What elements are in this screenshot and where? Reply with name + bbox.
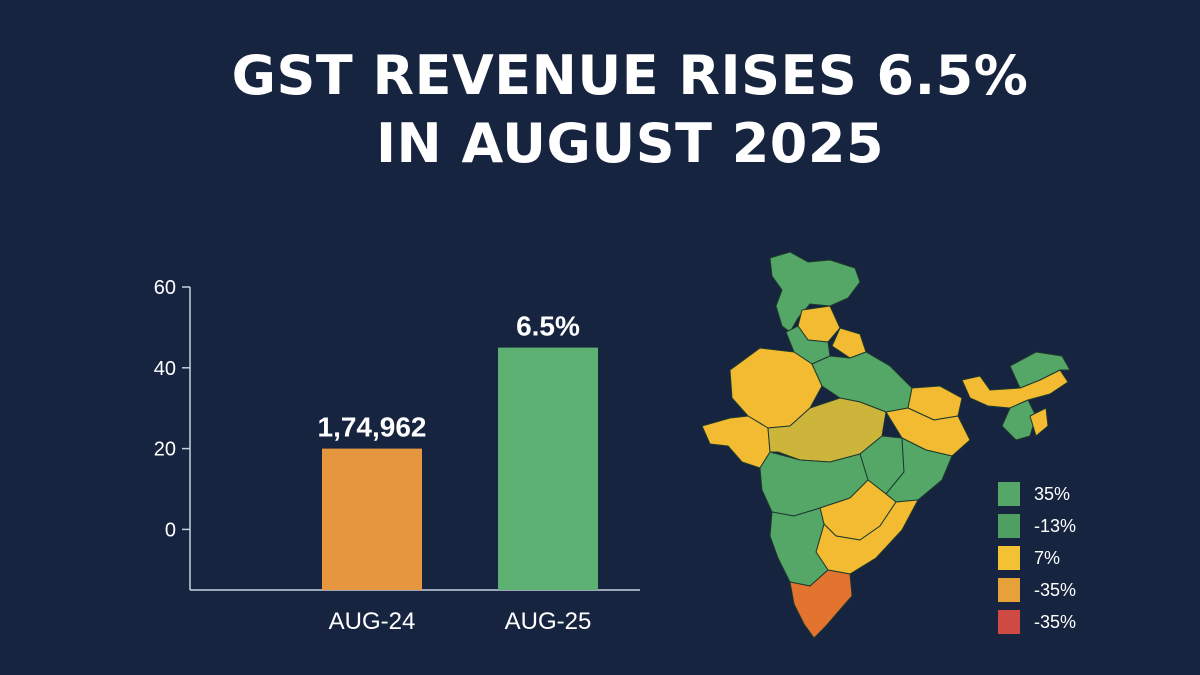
map-region-ne-south (1001, 399, 1037, 441)
y-tick-label: 60 (154, 277, 176, 299)
y-tick-label: 0 (165, 519, 176, 541)
legend-label: -35% (1034, 611, 1077, 632)
bar (498, 347, 598, 590)
legend-swatch (998, 514, 1020, 538)
legend-item: 7% (998, 542, 1108, 574)
legend-swatch (998, 546, 1020, 570)
legend-item: -35% (998, 606, 1108, 638)
x-category-label: AUG-24 (329, 608, 416, 635)
legend-item: -35% (998, 574, 1108, 606)
headline-line-2: IN AUGUST 2025 (375, 112, 885, 175)
y-tick-label: 40 (154, 358, 176, 380)
headline: GST REVENUE RISES 6.5% IN AUGUST 2025 (0, 42, 1200, 178)
legend-swatch (998, 578, 1020, 602)
legend-swatch (998, 482, 1020, 506)
legend-label: -13% (1034, 515, 1077, 536)
legend-item: 35% (998, 478, 1108, 510)
legend-label: -35% (1034, 579, 1077, 600)
map-region-arunachal (1009, 351, 1071, 389)
map-legend: 35% -13% 7% -35% -35% (998, 478, 1108, 638)
map-region-tripura (1029, 407, 1049, 437)
legend-label: 7% (1034, 547, 1061, 568)
y-tick-label: 20 (154, 439, 176, 461)
map-region-north (769, 251, 861, 333)
map-region-tamilnadu (789, 569, 853, 639)
x-category-label: AUG-25 (505, 608, 592, 635)
legend-item: -13% (998, 510, 1108, 542)
bar-data-label: 6.5% (516, 311, 580, 342)
bar (322, 448, 422, 590)
bar-data-label: 1,74,962 (318, 412, 427, 443)
map-region-gujarat (701, 415, 771, 469)
legend-swatch (998, 610, 1020, 634)
india-map (690, 240, 1090, 650)
headline-line-1: GST REVENUE RISES 6.5% (231, 44, 1029, 107)
legend-label: 35% (1034, 483, 1071, 504)
